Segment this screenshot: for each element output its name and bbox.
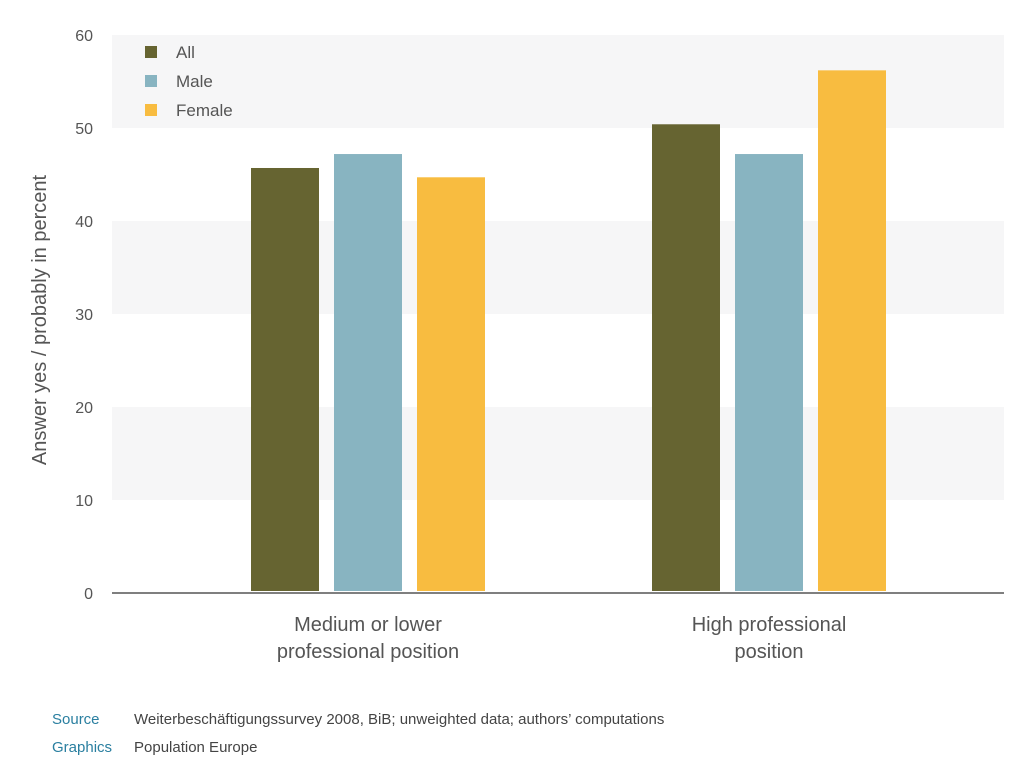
y-tick-label: 60	[75, 28, 93, 45]
category-label: High professional	[692, 614, 847, 636]
graphics-line: Graphics Population Europe	[52, 739, 257, 756]
y-tick-label: 50	[75, 121, 93, 138]
legend-label: All	[176, 43, 195, 62]
bar-male	[334, 154, 402, 592]
category-labels: Medium or lower professional position High…	[277, 614, 846, 663]
bar-chart: 0 10 20 30 40 50 60 Answer yes / probably in p…	[29, 28, 1004, 663]
y-tick-label: 40	[75, 214, 93, 231]
y-tick-label: 10	[75, 493, 93, 510]
category-label: Medium or lower	[294, 614, 442, 636]
legend-swatch	[145, 46, 157, 58]
source-line: Source Weiterbeschäftigungssurvey 2008, B…	[52, 711, 664, 728]
bars	[251, 70, 886, 592]
graphics-text: Population Europe	[134, 739, 258, 756]
bar-all	[251, 167, 319, 592]
source-key: Source	[52, 711, 100, 728]
graphics-key: Graphics	[52, 739, 113, 756]
legend: All Male Female	[145, 43, 233, 120]
legend-swatch	[145, 75, 157, 87]
bar-male	[735, 154, 803, 592]
bar-female	[417, 177, 485, 592]
source-text: Weiterbeschäftigungssurvey 2008, BiB; un…	[134, 711, 665, 728]
y-tick-label: 0	[84, 586, 93, 603]
category-label: professional position	[277, 641, 459, 663]
y-tick-label: 30	[75, 307, 93, 324]
category-label: position	[735, 641, 804, 663]
bar-all	[652, 124, 720, 591]
legend-label: Male	[176, 72, 213, 91]
y-tick-labels: 0 10 20 30 40 50 60	[75, 28, 93, 603]
y-tick-label: 20	[75, 400, 93, 417]
y-axis-title: Answer yes / probably in percent	[29, 174, 51, 465]
legend-swatch	[145, 104, 157, 116]
bar-female	[818, 70, 886, 592]
legend-label: Female	[176, 101, 233, 120]
